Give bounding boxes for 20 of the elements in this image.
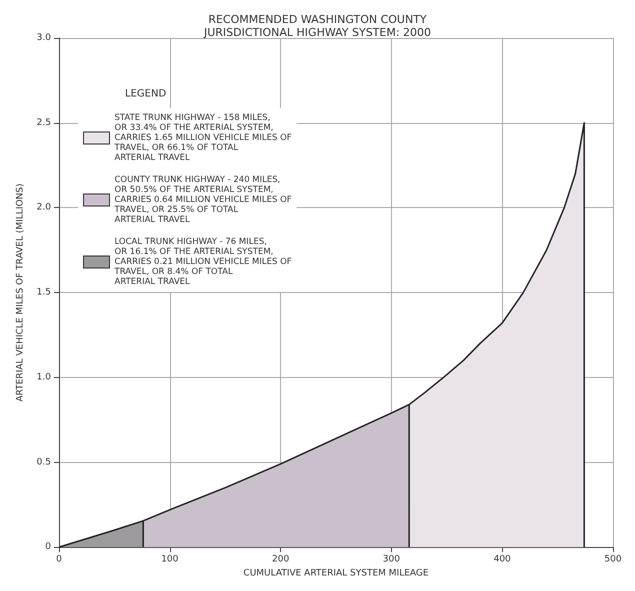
legend-label: LOCAL TRUNK HIGHWAY - 76 MILES, OR 16.1% OF THE ARTERIAL SYSTEM, CARRIES 0.21 MILLION VEHICLE MILES OF TRAVEL, OR 8.4% OF TOTAL ARTERIAL TRAVEL xyxy=(114,237,292,287)
x-axis-title: CUMULATIVE ARTERIAL SYSTEM MILEAGE xyxy=(243,568,429,578)
legend-title: LEGEND xyxy=(125,88,166,100)
legend-label: COUNTY TRUNK HIGHWAY - 240 MILES, OR 50.5% OF THE ARTERIAL SYSTEM, CARRIES 0.64 MILLION VEHICLE MILES OF TRAVEL, OR 25.5% OF TOTAL ARTERIAL TRAVEL xyxy=(114,175,292,225)
x-tick-label: 200 xyxy=(272,554,290,565)
y-tick-label: 0 xyxy=(45,542,52,552)
y-tick-label: 1.0 xyxy=(36,372,52,382)
y-tick-label: 1.5 xyxy=(36,288,51,298)
x-tick-label: 500 xyxy=(604,554,622,565)
x-tick-label: 100 xyxy=(161,554,179,565)
y-tick-label: 2.0 xyxy=(36,202,52,213)
y-tick-label: 0.5 xyxy=(36,457,51,468)
x-tick-label: 0 xyxy=(56,554,62,565)
chart-title: RECOMMENDED WASHINGTON COUNTY JURISDICTIONAL HIGHWAY SYSTEM: 2000 xyxy=(202,13,432,39)
x-tick-label: 400 xyxy=(494,554,512,565)
y-tick-label: 3.0 xyxy=(36,33,52,43)
x-tick-label: 300 xyxy=(382,554,400,565)
legend-label: STATE TRUNK HIGHWAY - 158 MILES, OR 33.4% OF THE ARTERIAL SYSTEM, CARRIES 1.65 MILLION VEHICLE MILES OF TRAVEL, OR 66.1% OF TOTAL ARTERIAL TRAVEL xyxy=(114,113,292,163)
y-tick-label: 2.5 xyxy=(36,118,51,128)
y-axis-title: ARTERIAL VEHICLE MILES OF TRAVEL (MILLIONS) xyxy=(16,183,26,402)
